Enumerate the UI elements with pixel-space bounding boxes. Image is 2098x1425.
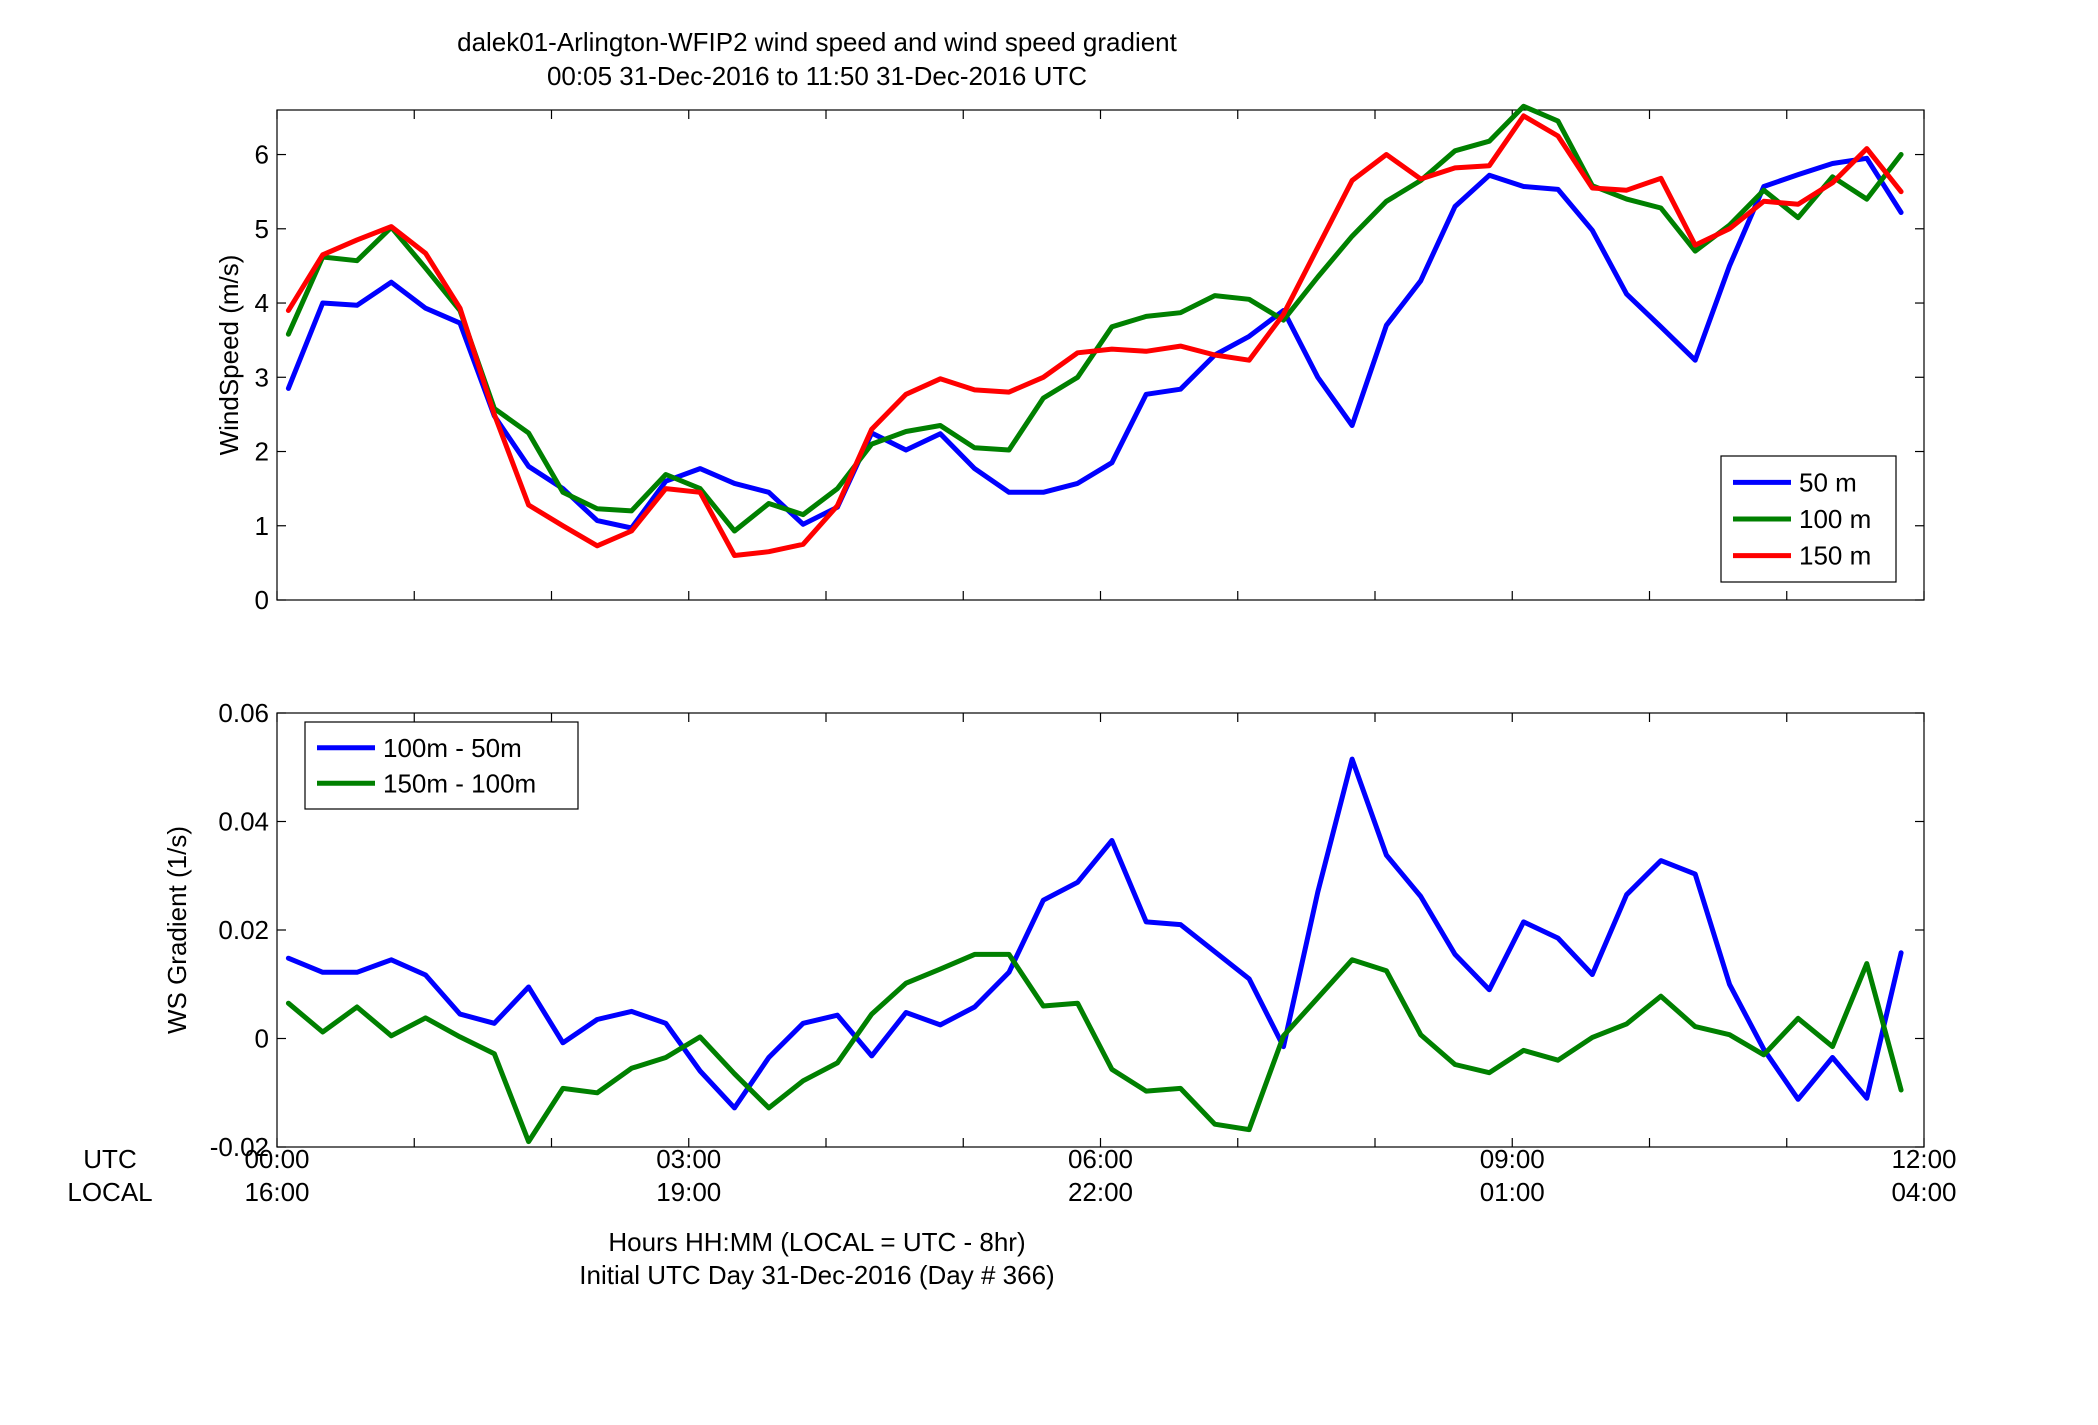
y-tick-label: -0.02 — [210, 1132, 269, 1162]
y-tick-label: 0.02 — [218, 915, 269, 945]
y-tick-label: 0 — [255, 585, 269, 615]
series-line-150mminus100m — [285, 951, 1904, 1145]
x-tick-label-utc: 12:00 — [1891, 1144, 1956, 1174]
y-tick-label: 0 — [255, 1024, 269, 1054]
windspeed-panel: 0 1 2 3 4 5 6 WindSpeed (m/s) 50 m 100 m 150 m — [214, 103, 1925, 615]
y-tick-label: 0.06 — [218, 698, 269, 728]
x-axis-label-line1: Hours HH:MM (LOCAL = UTC - 8hr) — [608, 1227, 1025, 1257]
y-tick-label: 5 — [255, 214, 269, 244]
legend: 100m - 50m 150m - 100m — [304, 721, 579, 810]
y-axis-label: WS Gradient (1/s) — [162, 826, 192, 1034]
x-tick-label-utc: 03:00 — [656, 1144, 721, 1174]
y-tick-label: 0.04 — [218, 807, 269, 837]
legend-box — [304, 721, 579, 810]
y-tick-label: 4 — [255, 288, 269, 318]
x-axis-label-line2: Initial UTC Day 31-Dec-2016 (Day # 366) — [579, 1260, 1054, 1290]
x-tick-label-utc: 09:00 — [1480, 1144, 1545, 1174]
y-tick-label: 3 — [255, 362, 269, 392]
local-row-label: LOCAL — [67, 1177, 152, 1207]
legend-label: 150 m — [1799, 541, 1871, 571]
x-tick-label-local: 01:00 — [1480, 1177, 1545, 1207]
x-tick-label-local: 16:00 — [244, 1177, 309, 1207]
x-tick-label-local: 04:00 — [1891, 1177, 1956, 1207]
y-tick-label: 1 — [255, 511, 269, 541]
utc-row-label: UTC — [83, 1144, 136, 1174]
y-axis-label: WindSpeed (m/s) — [214, 255, 244, 456]
chart-title-line2: 00:05 31-Dec-2016 to 11:50 31-Dec-2016 U… — [547, 61, 1087, 91]
gradient-panel: -0.02 0 0.02 0.04 0.06 WS Gradient (1/s) 100m … — [162, 698, 1925, 1162]
x-tick-label-local: 22:00 — [1068, 1177, 1133, 1207]
legend: 50 m 100 m 150 m — [1720, 455, 1897, 583]
x-tick-label-local: 19:00 — [656, 1177, 721, 1207]
legend-label: 100 m — [1799, 504, 1871, 534]
legend-label: 150m - 100m — [383, 768, 536, 798]
series-line-150m — [285, 113, 1904, 558]
chart-title-line1: dalek01-Arlington-WFIP2 wind speed and w… — [457, 27, 1178, 57]
legend-label: 100m - 50m — [383, 733, 522, 763]
legend-label: 50 m — [1799, 467, 1857, 497]
x-tick-label-utc: 06:00 — [1068, 1144, 1133, 1174]
y-tick-label: 2 — [255, 437, 269, 467]
x-tick-label-utc: 00:00 — [244, 1144, 309, 1174]
series-line-100mminus50m — [285, 756, 1904, 1111]
y-tick-label: 6 — [255, 140, 269, 170]
